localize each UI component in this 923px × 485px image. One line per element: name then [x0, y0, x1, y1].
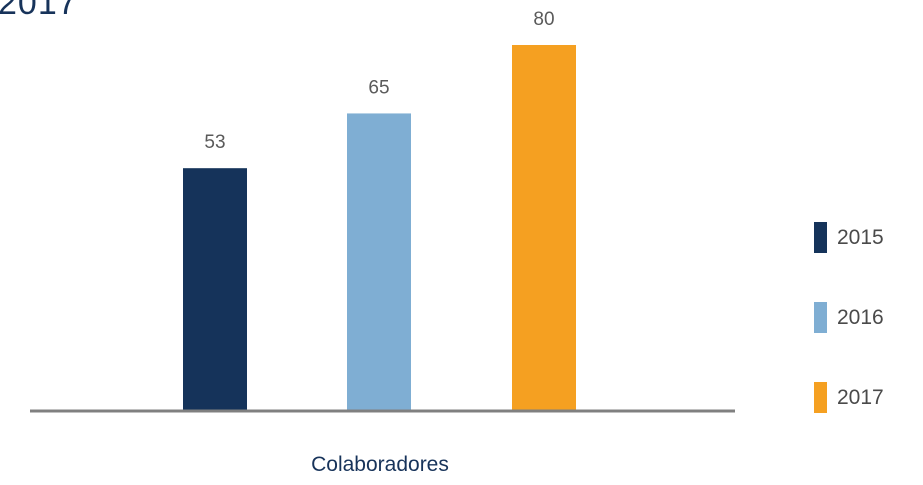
data-label-2015: 53	[204, 132, 225, 153]
legend-swatch-2017	[814, 382, 827, 413]
legend-label-2017: 2017	[837, 385, 884, 409]
bar-2015	[183, 168, 247, 410]
bar-2017	[512, 45, 576, 410]
legend-swatch-2015	[814, 222, 827, 253]
legend-swatch-2016	[814, 302, 827, 333]
legend-label-2015: 2015	[837, 225, 884, 249]
legend-item-2017: 2017	[814, 382, 884, 413]
value-labels-group: 53 65 80	[204, 9, 554, 153]
legend-item-2016: 2016	[814, 302, 884, 333]
bar-2016	[347, 113, 411, 410]
bars-group	[183, 45, 576, 410]
legend-label-2016: 2016	[837, 305, 884, 329]
x-axis-label: Colaboradores	[311, 453, 449, 476]
data-label-2017: 80	[533, 9, 554, 30]
page-title: 2017	[0, 0, 78, 22]
data-label-2016: 65	[368, 77, 389, 98]
legend-item-2015: 2015	[814, 222, 884, 253]
